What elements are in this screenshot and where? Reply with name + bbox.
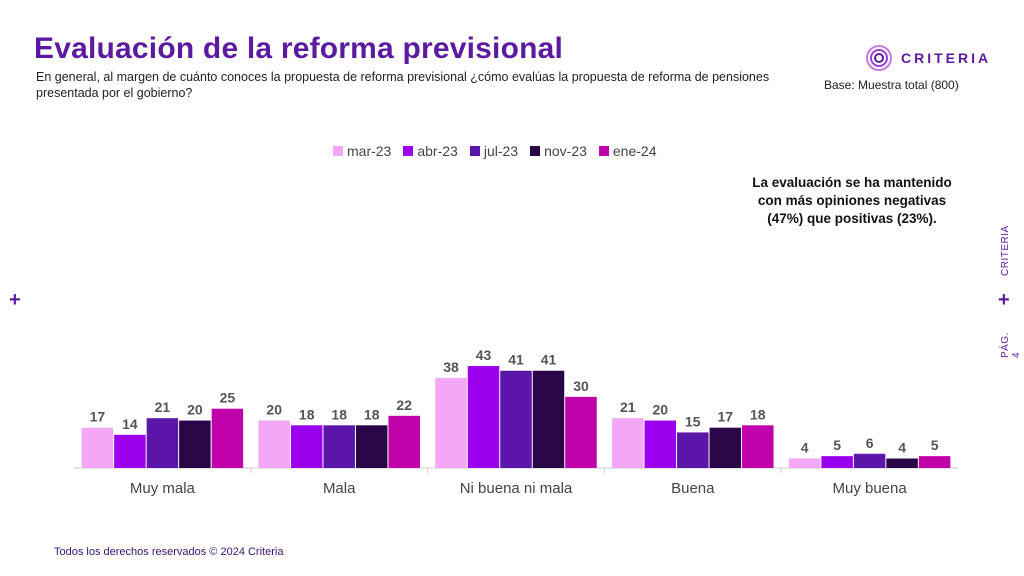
data-label: 18 [364, 406, 380, 422]
data-label: 18 [299, 406, 315, 422]
bar [644, 420, 677, 468]
data-label: 4 [801, 440, 809, 456]
data-label: 4 [898, 440, 906, 456]
footer-copyright: Todos los derechos reservados © 2024 Cri… [54, 546, 284, 558]
legend-item: abr-23 [403, 143, 458, 159]
bar [821, 456, 853, 468]
legend-item: mar-23 [333, 143, 391, 159]
legend-swatch [403, 146, 414, 156]
chart-legend: mar-23 abr-23 jul-23 nov-23 ene-24 [333, 143, 656, 159]
plus-right-icon: + [998, 289, 1010, 311]
category-label: Muy buena [832, 480, 907, 497]
bar [612, 418, 644, 468]
data-label: 18 [750, 406, 766, 422]
bar [355, 425, 388, 468]
legend-label: mar-23 [347, 143, 392, 159]
question-text: En general, al margen de cuánto conoces … [36, 70, 770, 100]
category-label: Muy mala [130, 480, 196, 497]
logo-text: CRITERIA [901, 50, 992, 66]
data-label: 30 [573, 378, 589, 394]
legend-swatch [598, 146, 609, 156]
bar [258, 420, 290, 468]
bar [323, 425, 355, 468]
data-label: 41 [541, 352, 557, 368]
bar [146, 418, 179, 468]
sample-base: Base: Muestra total (800) [824, 78, 959, 92]
data-label: 17 [90, 409, 106, 425]
data-label: 18 [331, 406, 347, 422]
data-label: 20 [187, 402, 203, 418]
brand-logo: CRITERIA [865, 44, 991, 72]
data-label: 5 [833, 437, 841, 453]
bar [853, 453, 886, 468]
data-label: 25 [220, 390, 236, 406]
bar [81, 427, 114, 468]
category-label: Mala [323, 480, 356, 497]
legend-label: abr-23 [417, 143, 458, 159]
insight-note: La evaluación se ha mantenido con más op… [752, 175, 952, 226]
data-label: 41 [508, 352, 524, 368]
category-label: Ni buena ni mala [460, 480, 573, 497]
legend-swatch [530, 146, 541, 156]
data-label: 43 [476, 347, 492, 363]
bar [565, 396, 597, 468]
legend-item: nov-23 [530, 143, 587, 159]
bar [467, 366, 500, 468]
bar [179, 420, 211, 468]
legend-swatch [469, 146, 480, 156]
data-label: 20 [266, 402, 282, 418]
data-label: 6 [866, 435, 874, 451]
bar [500, 370, 532, 468]
bar [677, 432, 709, 468]
data-label: 21 [155, 399, 171, 415]
legend-item: jul-23 [469, 143, 519, 159]
category-label: Buena [671, 480, 715, 497]
bar [114, 434, 146, 468]
data-label: 21 [620, 399, 636, 415]
data-label: 38 [443, 359, 459, 375]
data-label: 5 [931, 437, 939, 453]
bar [532, 370, 565, 468]
data-label: 22 [396, 397, 412, 413]
bar [388, 415, 420, 468]
legend-label: nov-23 [544, 143, 587, 159]
page-title: Evaluación de la reforma previsional [34, 32, 564, 65]
data-label: 17 [718, 409, 734, 425]
bar [788, 458, 821, 468]
bar [290, 425, 323, 468]
bar [211, 408, 244, 468]
plus-left-icon: + [9, 289, 21, 311]
bar [918, 456, 951, 468]
bar [709, 427, 742, 468]
bar [742, 425, 774, 468]
bar [435, 377, 467, 468]
legend-item: ene-24 [598, 143, 657, 159]
spiral-logo-icon [866, 45, 892, 71]
legend-swatch [333, 146, 343, 156]
data-label: 20 [653, 402, 669, 418]
data-label: 15 [685, 413, 701, 429]
legend-label: jul-23 [483, 143, 519, 159]
data-label: 14 [122, 416, 138, 432]
legend-label: ene-24 [612, 143, 657, 159]
bar [886, 458, 918, 468]
